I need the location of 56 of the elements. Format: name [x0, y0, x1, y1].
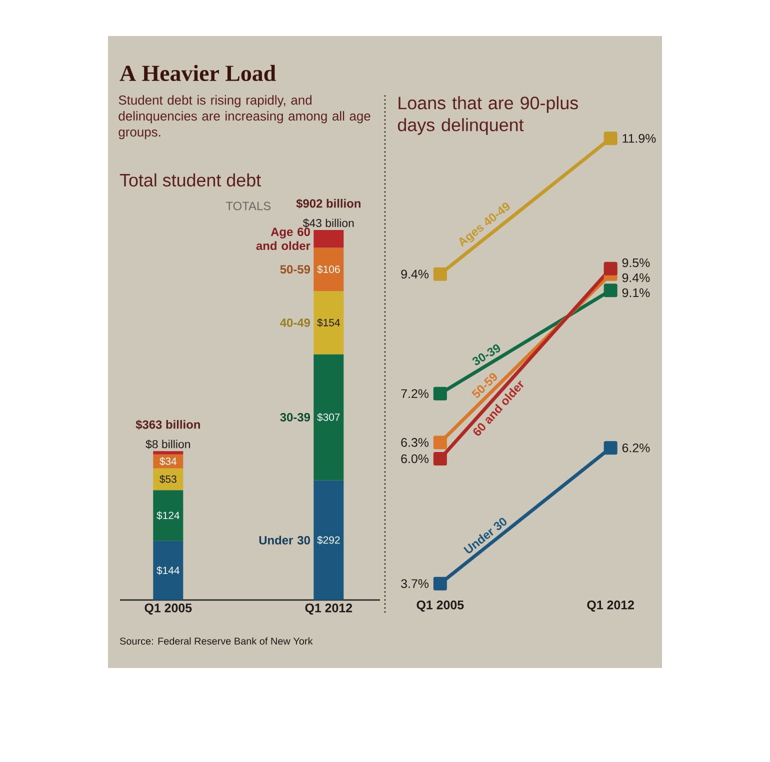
data-label: $53 [160, 474, 176, 484]
total-label: $902 billion [296, 198, 360, 208]
data-label: 11.9% [622, 134, 656, 143]
data-label: 7.2% [401, 389, 429, 398]
point [433, 436, 447, 450]
bar [153, 540, 184, 600]
series-label: 50-59 [280, 265, 310, 274]
data-label: $154 [317, 318, 340, 327]
series-label: Under 30 [259, 536, 310, 545]
x-tick-label: Q1 2012 [587, 600, 634, 612]
point [604, 284, 618, 298]
point [433, 386, 447, 400]
chart-title: Loans that are 90-plus days delinquent [398, 96, 578, 135]
bar [314, 480, 344, 600]
bar [314, 291, 344, 354]
series-label: 30-39 [280, 413, 310, 422]
data-label: $307 [317, 413, 340, 422]
chart-title: A Heavier Load [120, 64, 276, 82]
bar [314, 248, 344, 292]
series-label: 40-49 [280, 318, 310, 327]
bar [314, 354, 344, 480]
text: Total student debt [120, 173, 261, 187]
data-label: $8 billion [146, 440, 190, 449]
data-label: 6.2% [622, 443, 650, 452]
bar [153, 468, 184, 490]
source-note: Source: Federal Reserve Bank of New York [120, 637, 313, 645]
data-label: 9.1% [622, 288, 650, 298]
data-label: $106 [317, 265, 340, 274]
chart-subtitle: Student debt is rising rapidly, and delinquencies are increasing among all age groups. [118, 95, 370, 140]
data-label: 9.4% [622, 273, 650, 282]
point [433, 576, 447, 590]
data-label: 9.4% [401, 270, 429, 279]
point [604, 441, 618, 455]
text: TOTALS [226, 202, 271, 210]
point [433, 452, 447, 466]
data-label: $43 billion [302, 218, 354, 228]
data-label: $34 [160, 457, 177, 466]
point [604, 132, 618, 146]
series-label: Age 60 and older [256, 228, 310, 250]
x-tick-label: Q1 2012 [305, 604, 352, 615]
data-label: $144 [156, 566, 180, 575]
bar [153, 454, 184, 468]
bar [153, 490, 184, 541]
data-label: $124 [156, 511, 180, 520]
total-label: $363 billion [136, 420, 200, 430]
point [604, 262, 618, 276]
data-label: 9.5% [622, 258, 650, 268]
x-tick-label: Q1 2005 [416, 600, 464, 612]
data-label: 6.0% [401, 454, 429, 464]
bar [314, 230, 344, 248]
data-label: $292 [317, 536, 340, 544]
x-tick-label: Q1 2005 [144, 604, 192, 615]
data-label: 6.3% [401, 438, 429, 447]
data-label: 3.7% [401, 579, 429, 588]
bar [153, 451, 184, 454]
point [433, 267, 447, 281]
